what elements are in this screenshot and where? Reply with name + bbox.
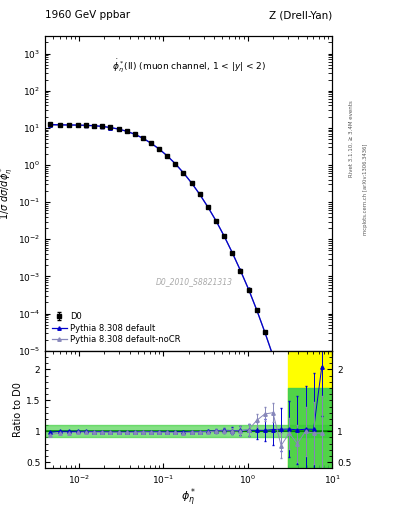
Pythia 8.308 default [271, 353, 275, 359]
Pythia 8.308 default-noCR [206, 204, 210, 210]
Pythia 8.308 default-noCR [189, 180, 194, 186]
Text: mcplots.cern.ch [arXiv:1306.3436]: mcplots.cern.ch [arXiv:1306.3436] [363, 144, 368, 235]
Pythia 8.308 default-noCR [48, 122, 52, 128]
Pythia 8.308 default [254, 307, 259, 313]
Text: Rivet 3.1.10, ≥ 3.4M events: Rivet 3.1.10, ≥ 3.4M events [349, 100, 353, 177]
Pythia 8.308 default [165, 153, 170, 159]
Pythia 8.308 default [279, 378, 283, 384]
Text: Z (Drell-Yan): Z (Drell-Yan) [269, 10, 332, 20]
Pythia 8.308 default [189, 180, 194, 186]
Pythia 8.308 default-noCR [230, 250, 235, 256]
Line: Pythia 8.308 default: Pythia 8.308 default [48, 123, 323, 512]
Y-axis label: Ratio to D0: Ratio to D0 [13, 382, 23, 437]
Pythia 8.308 default-noCR [67, 122, 72, 129]
Pythia 8.308 default-noCR [222, 233, 226, 239]
Text: $\dot{\phi}^*_{\eta}$(ll) (muon channel, 1 < |$y$| < 2): $\dot{\phi}^*_{\eta}$(ll) (muon channel,… [112, 58, 266, 75]
Pythia 8.308 default-noCR [303, 467, 308, 473]
Pythia 8.308 default [230, 250, 235, 256]
Pythia 8.308 default-noCR [238, 267, 243, 273]
Pythia 8.308 default-noCR [263, 329, 267, 335]
Pythia 8.308 default [67, 122, 72, 128]
Pythia 8.308 default [149, 140, 153, 146]
Pythia 8.308 default [75, 122, 80, 128]
Line: Pythia 8.308 default-noCR: Pythia 8.308 default-noCR [48, 123, 323, 512]
Pythia 8.308 default [295, 435, 300, 441]
Pythia 8.308 default [84, 122, 88, 129]
Y-axis label: $1/\sigma\;d\sigma/d\phi^*_{\eta}$: $1/\sigma\;d\sigma/d\phi^*_{\eta}$ [0, 166, 15, 220]
Pythia 8.308 default-noCR [311, 504, 316, 510]
Pythia 8.308 default [214, 218, 219, 224]
Pythia 8.308 default-noCR [124, 129, 129, 135]
Pythia 8.308 default-noCR [214, 218, 219, 224]
Text: 1960 GeV ppbar: 1960 GeV ppbar [45, 10, 130, 20]
Pythia 8.308 default [58, 122, 62, 128]
Pythia 8.308 default [311, 504, 316, 510]
Pythia 8.308 default-noCR [173, 161, 178, 167]
Pythia 8.308 default [116, 126, 121, 132]
Pythia 8.308 default-noCR [75, 122, 80, 129]
Pythia 8.308 default [173, 161, 178, 167]
Pythia 8.308 default [157, 146, 162, 152]
Pythia 8.308 default [132, 131, 137, 137]
Text: D0_2010_S8821313: D0_2010_S8821313 [156, 277, 233, 286]
Pythia 8.308 default [263, 329, 267, 335]
Pythia 8.308 default [246, 286, 251, 292]
Pythia 8.308 default-noCR [165, 153, 170, 159]
Pythia 8.308 default [141, 135, 145, 141]
Pythia 8.308 default-noCR [100, 123, 105, 130]
Pythia 8.308 default [303, 467, 308, 474]
Pythia 8.308 default-noCR [254, 307, 259, 313]
Pythia 8.308 default-noCR [141, 135, 145, 141]
Pythia 8.308 default [100, 123, 105, 130]
Pythia 8.308 default [48, 121, 52, 127]
Pythia 8.308 default [124, 128, 129, 134]
Pythia 8.308 default-noCR [58, 122, 62, 128]
Pythia 8.308 default [197, 191, 202, 198]
Pythia 8.308 default-noCR [279, 377, 283, 383]
Pythia 8.308 default-noCR [271, 352, 275, 358]
Pythia 8.308 default [222, 233, 226, 239]
Pythia 8.308 default [238, 267, 243, 273]
Pythia 8.308 default-noCR [92, 123, 96, 129]
Pythia 8.308 default-noCR [132, 131, 137, 137]
Pythia 8.308 default-noCR [246, 286, 251, 292]
Pythia 8.308 default-noCR [197, 191, 202, 198]
Pythia 8.308 default [206, 204, 210, 210]
Pythia 8.308 default [181, 170, 186, 176]
Pythia 8.308 default-noCR [84, 122, 88, 129]
Pythia 8.308 default [92, 122, 96, 129]
Legend: D0, Pythia 8.308 default, Pythia 8.308 default-noCR: D0, Pythia 8.308 default, Pythia 8.308 d… [50, 310, 183, 347]
X-axis label: $\phi^*_{\eta}$: $\phi^*_{\eta}$ [181, 487, 196, 509]
Pythia 8.308 default-noCR [149, 140, 153, 146]
Pythia 8.308 default-noCR [157, 146, 162, 152]
Pythia 8.308 default-noCR [295, 434, 300, 440]
Pythia 8.308 default [108, 124, 113, 131]
Pythia 8.308 default-noCR [181, 170, 186, 176]
Pythia 8.308 default-noCR [108, 124, 113, 131]
Pythia 8.308 default-noCR [116, 126, 121, 132]
Pythia 8.308 default [287, 405, 292, 411]
Pythia 8.308 default-noCR [287, 404, 292, 410]
